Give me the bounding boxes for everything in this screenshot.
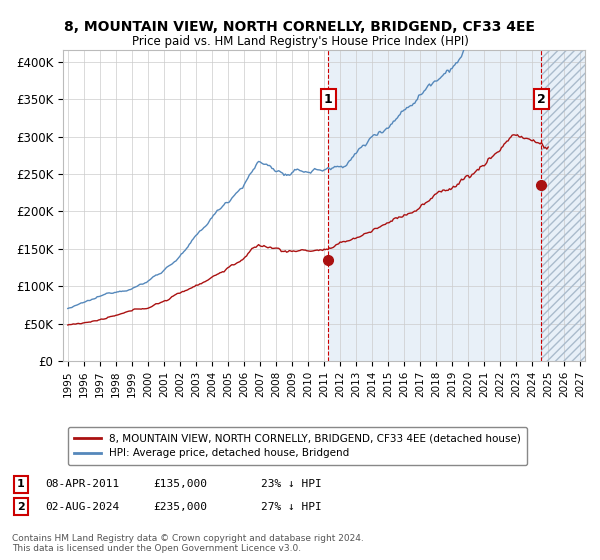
Text: 1: 1 — [17, 479, 25, 489]
Text: 1: 1 — [324, 92, 332, 106]
Text: 08-APR-2011: 08-APR-2011 — [45, 479, 119, 489]
Text: £135,000: £135,000 — [153, 479, 207, 489]
Text: 2: 2 — [537, 92, 546, 106]
Text: 2: 2 — [17, 502, 25, 512]
Text: 23% ↓ HPI: 23% ↓ HPI — [261, 479, 322, 489]
Bar — [328, 50, 585, 361]
Text: 02-AUG-2024: 02-AUG-2024 — [45, 502, 119, 512]
Text: 8, MOUNTAIN VIEW, NORTH CORNELLY, BRIDGEND, CF33 4EE: 8, MOUNTAIN VIEW, NORTH CORNELLY, BRIDGE… — [65, 20, 536, 34]
Text: 27% ↓ HPI: 27% ↓ HPI — [261, 502, 322, 512]
Text: £235,000: £235,000 — [153, 502, 207, 512]
Bar — [541, 50, 585, 361]
Legend: 8, MOUNTAIN VIEW, NORTH CORNELLY, BRIDGEND, CF33 4EE (detached house), HPI: Aver: 8, MOUNTAIN VIEW, NORTH CORNELLY, BRIDGE… — [68, 427, 527, 465]
Text: Contains HM Land Registry data © Crown copyright and database right 2024.
This d: Contains HM Land Registry data © Crown c… — [12, 534, 364, 553]
Text: Price paid vs. HM Land Registry's House Price Index (HPI): Price paid vs. HM Land Registry's House … — [131, 35, 469, 48]
